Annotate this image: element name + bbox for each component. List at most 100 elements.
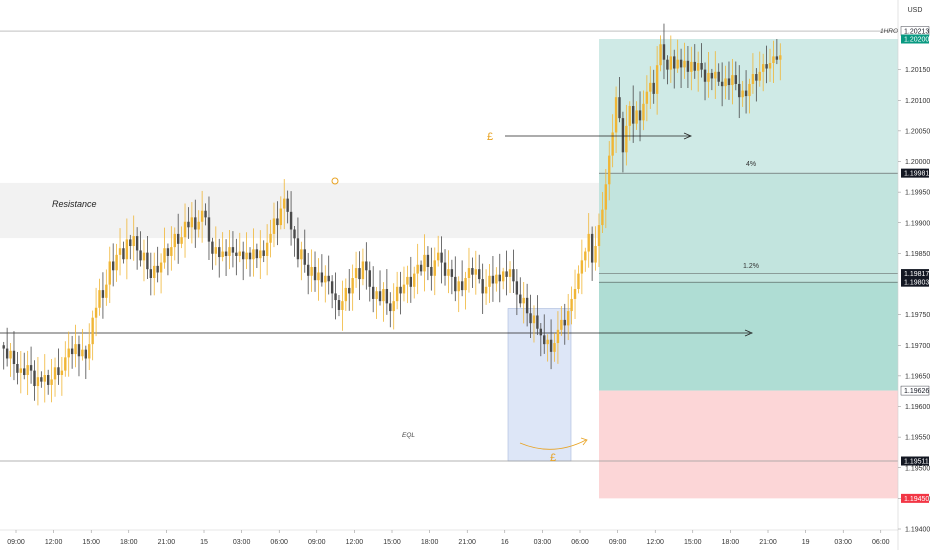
- candle-body: [505, 271, 508, 277]
- candle-body: [200, 210, 204, 222]
- candle: [556, 311, 560, 364]
- candle: [413, 266, 416, 299]
- candle: [590, 226, 594, 281]
- candle-body: [710, 72, 714, 79]
- candle: [505, 250, 508, 296]
- candle-body: [74, 344, 77, 355]
- candle-body: [573, 289, 577, 299]
- candle: [310, 249, 313, 292]
- candle: [532, 305, 536, 343]
- candle-body: [153, 265, 156, 278]
- candle: [354, 251, 358, 288]
- candle: [118, 228, 122, 276]
- candle: [676, 39, 679, 73]
- candle: [252, 228, 255, 277]
- candle: [108, 246, 111, 304]
- mid-arrow-icon: [744, 329, 754, 337]
- candle: [241, 241, 245, 281]
- candle: [122, 241, 125, 264]
- candle: [635, 101, 638, 130]
- candle: [467, 247, 471, 293]
- y-axis[interactable]: USD 1.20150 1.20100 1.20050 1.20000 1.19950 1.…: [897, 0, 932, 550]
- candle: [341, 280, 344, 331]
- candle: [67, 331, 70, 377]
- candle-body: [108, 261, 111, 285]
- candle-body: [676, 59, 679, 69]
- candle: [563, 303, 566, 345]
- candle: [385, 269, 389, 315]
- candle-body: [601, 209, 604, 226]
- candle-body: [276, 218, 279, 226]
- candle: [758, 51, 761, 87]
- candle: [235, 238, 238, 276]
- candle-body: [43, 375, 46, 382]
- candle: [351, 264, 354, 311]
- x-tick-label: 09:00: [308, 539, 326, 546]
- candle-body: [238, 251, 241, 256]
- candle-body: [156, 265, 159, 273]
- candle-body: [539, 328, 543, 336]
- price-badge-label: 1.19626: [904, 388, 929, 395]
- y-tick-label: 1.19900: [905, 220, 930, 227]
- candle-body: [378, 291, 382, 302]
- candle: [378, 270, 382, 306]
- candle-body: [46, 375, 50, 385]
- candle: [81, 328, 84, 361]
- y-tick-label: 1.20150: [905, 67, 930, 74]
- candle-body: [464, 277, 467, 291]
- candle: [464, 271, 467, 310]
- candle-body: [775, 56, 779, 60]
- x-axis[interactable]: 09:00 12:00 15:00 18:00 21:00 15 03:00 06:00 09:…: [0, 529, 898, 546]
- candle: [543, 314, 546, 354]
- candle: [549, 319, 553, 370]
- currency-label: USD: [908, 7, 923, 14]
- candle: [29, 346, 33, 384]
- candle: [748, 78, 751, 114]
- candle-body: [211, 241, 214, 254]
- candle-body: [176, 233, 180, 244]
- candle-body: [560, 319, 563, 330]
- candle-body: [306, 264, 310, 276]
- candle: [74, 324, 77, 368]
- candle: [669, 35, 673, 83]
- candle: [221, 232, 224, 262]
- candle-body: [40, 377, 43, 382]
- candle: [197, 210, 200, 238]
- candle: [77, 335, 81, 377]
- x-tick-label: 09:00: [609, 539, 627, 546]
- candle: [214, 226, 218, 266]
- candle: [43, 354, 46, 403]
- candle: [166, 243, 170, 276]
- candle-body: [327, 275, 330, 282]
- x-tick-label: 06:00: [872, 539, 890, 546]
- sweep-curve: [519, 439, 587, 450]
- candle-body: [187, 221, 190, 228]
- candle-body: [556, 329, 560, 344]
- candle-body: [245, 252, 248, 260]
- candle: [457, 276, 460, 313]
- candle: [727, 61, 731, 100]
- candle: [460, 260, 464, 297]
- candle-body: [197, 221, 200, 230]
- candle: [447, 250, 450, 294]
- candle-body: [447, 269, 450, 276]
- x-tick-label: 18:00: [120, 539, 138, 546]
- x-tick-label: 03:00: [834, 539, 852, 546]
- candle-body: [454, 276, 457, 292]
- candle: [211, 237, 214, 270]
- candle-body: [135, 236, 139, 251]
- candle: [70, 335, 74, 369]
- candle: [604, 168, 608, 229]
- x-tick-label: 15:00: [383, 539, 401, 546]
- x-tick-label: 15: [200, 539, 208, 546]
- candle-body: [625, 125, 628, 153]
- candle: [368, 261, 371, 302]
- candle: [659, 35, 662, 72]
- candle: [132, 215, 135, 261]
- candle: [471, 257, 474, 288]
- price-badge-label: 1.19981: [904, 171, 929, 178]
- candle-body: [700, 63, 703, 70]
- candle: [501, 267, 505, 290]
- candle: [768, 48, 772, 82]
